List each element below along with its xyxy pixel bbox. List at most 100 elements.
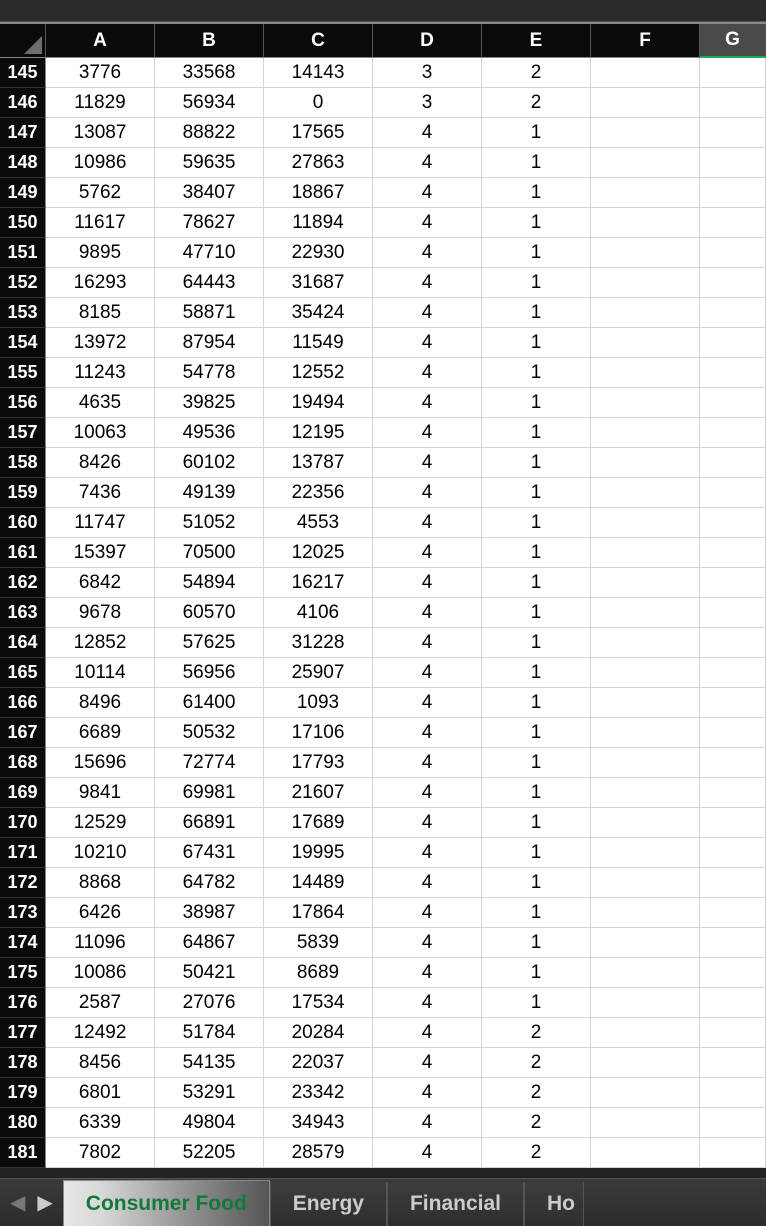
row-header[interactable]: 164: [0, 628, 46, 658]
row-header[interactable]: 149: [0, 178, 46, 208]
cell[interactable]: 4: [373, 718, 482, 748]
sheet-next-icon[interactable]: ▶: [37, 1190, 52, 1215]
cell[interactable]: 38407: [155, 178, 264, 208]
row-header[interactable]: 145: [0, 58, 46, 88]
cell[interactable]: 34943: [264, 1108, 373, 1138]
cell[interactable]: 54894: [155, 568, 264, 598]
cell[interactable]: 50421: [155, 958, 264, 988]
row-header[interactable]: 159: [0, 478, 46, 508]
cell[interactable]: [700, 388, 766, 418]
cell[interactable]: 10210: [46, 838, 155, 868]
cell[interactable]: [700, 298, 766, 328]
row-header[interactable]: 173: [0, 898, 46, 928]
cell[interactable]: [591, 418, 700, 448]
cell[interactable]: 22930: [264, 238, 373, 268]
cell[interactable]: 33568: [155, 58, 264, 88]
cell[interactable]: [591, 628, 700, 658]
row-header[interactable]: 161: [0, 538, 46, 568]
cell[interactable]: 17106: [264, 718, 373, 748]
cell[interactable]: [591, 808, 700, 838]
cell[interactable]: 1: [482, 778, 591, 808]
cell[interactable]: 1: [482, 658, 591, 688]
cell[interactable]: [700, 58, 766, 88]
cell[interactable]: 60102: [155, 448, 264, 478]
cell[interactable]: 58871: [155, 298, 264, 328]
cell[interactable]: 1: [482, 928, 591, 958]
cell[interactable]: [591, 1078, 700, 1108]
cell[interactable]: [591, 958, 700, 988]
cell[interactable]: [700, 88, 766, 118]
cell[interactable]: 70500: [155, 538, 264, 568]
cell[interactable]: 10986: [46, 148, 155, 178]
cell[interactable]: 4: [373, 268, 482, 298]
cell[interactable]: [700, 658, 766, 688]
cell[interactable]: 4: [373, 568, 482, 598]
row-header[interactable]: 179: [0, 1078, 46, 1108]
cell[interactable]: [700, 568, 766, 598]
cell[interactable]: [591, 898, 700, 928]
cell[interactable]: 4: [373, 868, 482, 898]
cell[interactable]: 1: [482, 298, 591, 328]
cell[interactable]: 4: [373, 328, 482, 358]
cell[interactable]: [700, 1138, 766, 1168]
cell[interactable]: 8496: [46, 688, 155, 718]
cell[interactable]: 5762: [46, 178, 155, 208]
cell[interactable]: 21607: [264, 778, 373, 808]
cell[interactable]: 2: [482, 58, 591, 88]
cell[interactable]: 0: [264, 88, 373, 118]
cell[interactable]: 6801: [46, 1078, 155, 1108]
cell[interactable]: 4: [373, 538, 482, 568]
cell[interactable]: 49139: [155, 478, 264, 508]
cell[interactable]: [591, 118, 700, 148]
cell[interactable]: [700, 1018, 766, 1048]
cell[interactable]: 17565: [264, 118, 373, 148]
cell[interactable]: 4: [373, 418, 482, 448]
cell[interactable]: 1: [482, 508, 591, 538]
cell[interactable]: 4: [373, 778, 482, 808]
cell[interactable]: 60570: [155, 598, 264, 628]
cell[interactable]: 47710: [155, 238, 264, 268]
cell[interactable]: 56956: [155, 658, 264, 688]
cell[interactable]: 13087: [46, 118, 155, 148]
cell[interactable]: 1: [482, 628, 591, 658]
cell[interactable]: 59635: [155, 148, 264, 178]
cell[interactable]: 78627: [155, 208, 264, 238]
cell[interactable]: [591, 598, 700, 628]
row-header[interactable]: 177: [0, 1018, 46, 1048]
cell[interactable]: [700, 748, 766, 778]
cell[interactable]: [700, 958, 766, 988]
row-header[interactable]: 176: [0, 988, 46, 1018]
cell[interactable]: 4: [373, 478, 482, 508]
cell[interactable]: [591, 538, 700, 568]
cell[interactable]: 1: [482, 808, 591, 838]
cell[interactable]: 4: [373, 628, 482, 658]
cell[interactable]: [700, 478, 766, 508]
cell[interactable]: 57625: [155, 628, 264, 658]
cell[interactable]: [591, 1018, 700, 1048]
cell[interactable]: 4: [373, 238, 482, 268]
cell[interactable]: 1: [482, 988, 591, 1018]
cell[interactable]: [591, 688, 700, 718]
cell[interactable]: [700, 868, 766, 898]
cell[interactable]: 4: [373, 178, 482, 208]
cell[interactable]: [591, 388, 700, 418]
cell[interactable]: [700, 688, 766, 718]
cell[interactable]: 4: [373, 1048, 482, 1078]
cell[interactable]: 4: [373, 388, 482, 418]
cell[interactable]: 2: [482, 1048, 591, 1078]
cell[interactable]: 23342: [264, 1078, 373, 1108]
cell[interactable]: 12852: [46, 628, 155, 658]
cell[interactable]: 51052: [155, 508, 264, 538]
cell[interactable]: 28579: [264, 1138, 373, 1168]
column-header-B[interactable]: B: [155, 24, 264, 58]
cell[interactable]: 1: [482, 238, 591, 268]
cell[interactable]: [700, 598, 766, 628]
cell[interactable]: 4: [373, 1108, 482, 1138]
cell[interactable]: 4: [373, 148, 482, 178]
cell[interactable]: [700, 778, 766, 808]
cell[interactable]: 61400: [155, 688, 264, 718]
cell[interactable]: 31228: [264, 628, 373, 658]
cell[interactable]: [700, 898, 766, 928]
cell[interactable]: 1: [482, 898, 591, 928]
cell[interactable]: 4: [373, 208, 482, 238]
